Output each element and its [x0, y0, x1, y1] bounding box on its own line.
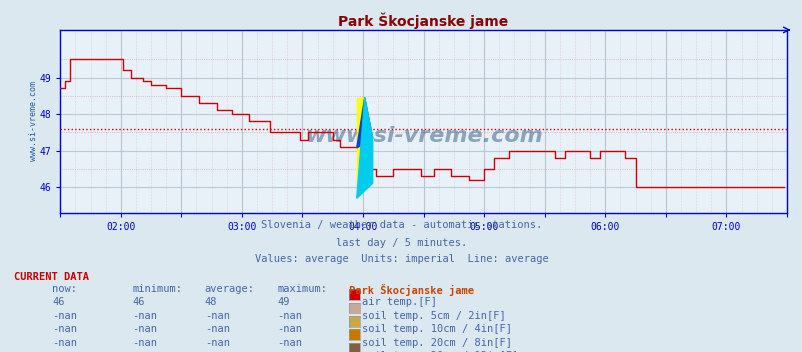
Text: 49: 49 [277, 297, 290, 307]
Text: -nan: -nan [52, 311, 77, 321]
Text: 46: 46 [52, 297, 65, 307]
Text: -nan: -nan [205, 351, 229, 352]
Text: -nan: -nan [205, 324, 229, 334]
Text: last day / 5 minutes.: last day / 5 minutes. [335, 238, 467, 247]
Text: -nan: -nan [52, 351, 77, 352]
Text: air temp.[F]: air temp.[F] [362, 297, 436, 307]
Polygon shape [356, 98, 372, 198]
Text: average:: average: [205, 284, 254, 294]
Text: -nan: -nan [277, 338, 302, 347]
Text: -nan: -nan [205, 311, 229, 321]
Text: maximum:: maximum: [277, 284, 326, 294]
Polygon shape [356, 98, 364, 198]
Text: 48: 48 [205, 297, 217, 307]
Text: -nan: -nan [205, 338, 229, 347]
Text: -nan: -nan [132, 324, 157, 334]
Text: minimum:: minimum: [132, 284, 182, 294]
Text: -nan: -nan [132, 311, 157, 321]
Text: soil temp. 30cm / 12in[F]: soil temp. 30cm / 12in[F] [362, 351, 518, 352]
Text: 46: 46 [132, 297, 145, 307]
Text: soil temp. 20cm / 8in[F]: soil temp. 20cm / 8in[F] [362, 338, 512, 347]
Text: Slovenia / weather data - automatic stations.: Slovenia / weather data - automatic stat… [261, 220, 541, 230]
Polygon shape [356, 98, 372, 148]
Text: -nan: -nan [277, 351, 302, 352]
Text: -nan: -nan [132, 338, 157, 347]
Text: www.si-vreme.com: www.si-vreme.com [304, 126, 542, 146]
Text: -nan: -nan [52, 324, 77, 334]
Text: soil temp. 10cm / 4in[F]: soil temp. 10cm / 4in[F] [362, 324, 512, 334]
Text: -nan: -nan [132, 351, 157, 352]
Y-axis label: www.si-vreme.com: www.si-vreme.com [29, 81, 38, 162]
Text: -nan: -nan [277, 324, 302, 334]
Text: -nan: -nan [52, 338, 77, 347]
Text: soil temp. 5cm / 2in[F]: soil temp. 5cm / 2in[F] [362, 311, 505, 321]
Text: -nan: -nan [277, 311, 302, 321]
Text: Values: average  Units: imperial  Line: average: Values: average Units: imperial Line: av… [254, 254, 548, 264]
Title: Park Škocjanske jame: Park Škocjanske jame [338, 12, 508, 29]
Text: Park Škocjanske jame: Park Škocjanske jame [349, 284, 474, 296]
Text: CURRENT DATA: CURRENT DATA [14, 272, 89, 282]
Text: now:: now: [52, 284, 77, 294]
